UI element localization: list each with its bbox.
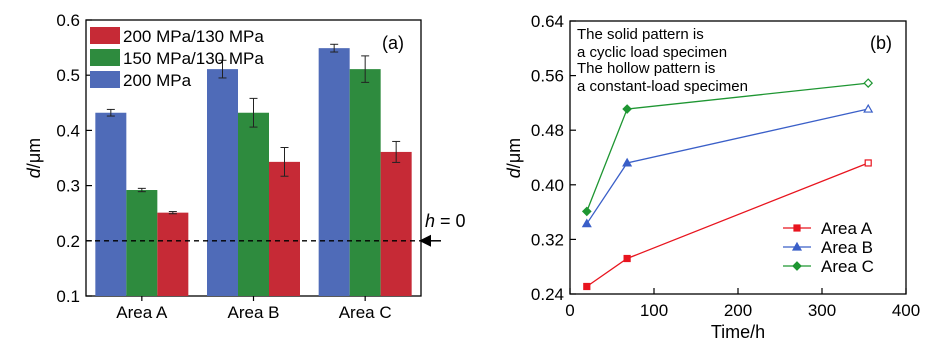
legend-label-area-c: Area C bbox=[821, 257, 874, 276]
reference-label: h = 0 bbox=[425, 211, 466, 231]
panel-a-legend: 200 MPa/130 MPa 150 MPa/130 MPa 200 MPa bbox=[90, 27, 264, 90]
point-area-b-1 bbox=[622, 157, 633, 167]
point-area-a-1 bbox=[623, 254, 631, 263]
panel-b-x-tick-label: 0 bbox=[565, 301, 574, 320]
panel-a-y-tick-label: 0.6 bbox=[56, 11, 80, 30]
legend-swatch-150-mpa-130-mpa bbox=[90, 49, 120, 66]
legend-marker-area-c bbox=[792, 261, 802, 271]
point-area-c-0 bbox=[581, 206, 592, 217]
panel-a-x-tick-label: Area B bbox=[228, 303, 280, 322]
panel-b-y-tick-label: 0.24 bbox=[531, 285, 564, 304]
point-area-a-0 bbox=[583, 282, 591, 291]
panel-a-y-axis-label-unit: /μm bbox=[24, 138, 44, 168]
legend-swatch-200-mpa bbox=[90, 71, 120, 88]
bar-area-a-200-mpa bbox=[95, 112, 127, 297]
panel-b-y-tick-label: 0.56 bbox=[531, 67, 564, 86]
legend-swatch-200-mpa-130-mpa bbox=[90, 27, 120, 44]
bar-area-a-200-mpa-130-mpa bbox=[157, 212, 189, 296]
panel-b-annotation: The solid pattern is a cyclic load speci… bbox=[577, 26, 748, 95]
series-line-area-c bbox=[586, 82, 869, 212]
panel-b-y-tick-label: 0.48 bbox=[531, 121, 564, 140]
point-area-c-1 bbox=[622, 104, 632, 114]
panel-b-y-axis-label-var: d bbox=[504, 167, 524, 178]
panel-a-y-ticks: 0.1 0.2 0.3 0.4 0.5 0.6 bbox=[56, 11, 92, 306]
panel-b-y-ticks: 0.24 0.32 0.40 0.48 0.56 0.64 bbox=[531, 12, 576, 304]
legend-label-200-mpa-130-mpa: 200 MPa/130 MPa bbox=[123, 27, 264, 46]
bar-area-c-200-mpa bbox=[318, 48, 350, 296]
panel-a-x-ticks: Area A Area B Area C bbox=[116, 296, 392, 322]
panel-a-y-tick-label: 0.2 bbox=[56, 232, 80, 251]
panel-a-y-tick-label: 0.4 bbox=[56, 121, 80, 140]
panel-b-y-tick-label: 0.64 bbox=[531, 12, 564, 31]
legend-label-area-a: Area A bbox=[821, 219, 873, 238]
point-area-b-2 bbox=[863, 103, 874, 113]
point-area-b-0 bbox=[581, 218, 592, 228]
bar-area-a-150-mpa-130-mpa bbox=[126, 190, 158, 296]
panel-b-x-tick-label: 400 bbox=[892, 301, 920, 320]
panel-a-y-tick-label: 0.3 bbox=[56, 177, 80, 196]
panel-b-series bbox=[581, 78, 874, 291]
annotation-line-3: The hollow pattern is bbox=[577, 60, 715, 77]
panel-b-x-tick-label: 300 bbox=[808, 301, 836, 320]
annotation-line-1: The solid pattern is bbox=[577, 26, 704, 43]
panel-b-y-tick-label: 0.32 bbox=[531, 230, 564, 249]
panel-b-y-axis-label-unit: /μm bbox=[504, 138, 524, 168]
point-area-a-2 bbox=[864, 159, 872, 167]
panel-a-bar-chart: 0.1 0.2 0.3 0.4 0.5 0.6 Area A Area B Area C h … bbox=[24, 11, 466, 322]
panel-a-x-tick-label: Area C bbox=[339, 303, 392, 322]
panel-a-y-tick-label: 0.5 bbox=[56, 66, 80, 85]
reference-label-var: h bbox=[425, 211, 435, 231]
bar-area-b-200-mpa-130-mpa bbox=[269, 161, 300, 296]
panel-a-y-tick-label: 0.1 bbox=[56, 287, 80, 306]
panel-b-x-ticks: 0 100 200 300 400 bbox=[565, 288, 920, 320]
panel-b-x-tick-label: 200 bbox=[724, 301, 752, 320]
panel-b-line-chart: 0.24 0.32 0.40 0.48 0.56 0.64 0 100 200 300 400 d… bbox=[504, 12, 920, 342]
panel-b-x-axis-label: Time/h bbox=[711, 322, 765, 342]
panel-b-y-tick-label: 0.40 bbox=[531, 176, 564, 195]
reference-label-rest: = 0 bbox=[435, 211, 466, 231]
panel-a-bars bbox=[95, 43, 412, 297]
legend-marker-area-b bbox=[791, 241, 803, 251]
bar-area-b-200-mpa bbox=[207, 69, 238, 297]
panel-a-label: (a) bbox=[382, 33, 404, 53]
annotation-line-2: a cyclic load specimen bbox=[577, 44, 727, 61]
panel-b-y-axis-label: d/μm bbox=[504, 138, 524, 178]
bar-area-c-200-mpa-130-mpa bbox=[380, 151, 412, 296]
legend-label-area-b: Area B bbox=[821, 238, 873, 257]
panel-a-x-tick-label: Area A bbox=[116, 303, 168, 322]
legend-label-200-mpa: 200 MPa bbox=[123, 71, 192, 90]
point-area-c-2 bbox=[863, 78, 874, 88]
reference-arrow-head bbox=[419, 234, 431, 247]
legend-marker-area-a bbox=[793, 224, 801, 232]
panel-a-y-axis-label: d/μm bbox=[24, 138, 44, 178]
annotation-line-4: a constant-load specimen bbox=[577, 78, 748, 95]
bar-area-b-150-mpa-130-mpa bbox=[238, 112, 269, 297]
legend-label-150-mpa-130-mpa: 150 MPa/130 MPa bbox=[123, 49, 264, 68]
panel-a-y-axis-label-var: d bbox=[24, 167, 44, 178]
panel-b-x-tick-label: 100 bbox=[640, 301, 668, 320]
panel-b-label: (b) bbox=[870, 33, 892, 53]
bar-area-c-150-mpa-130-mpa bbox=[349, 69, 381, 297]
